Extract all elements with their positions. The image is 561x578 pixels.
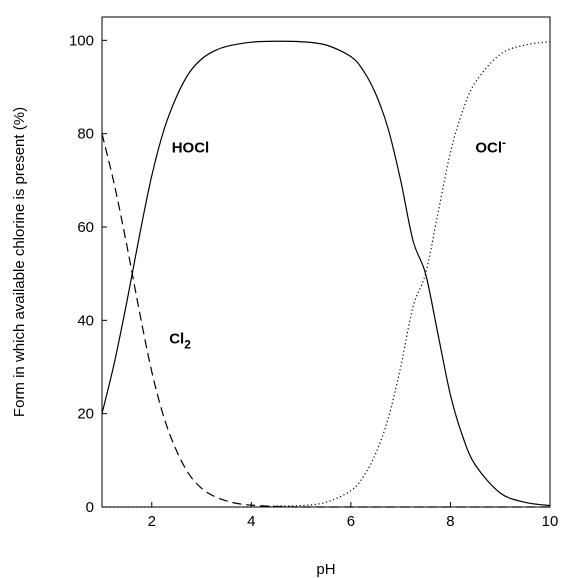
y-axis-title: Form in which available chlorine is pres… bbox=[11, 107, 28, 417]
y-tick-label: 100 bbox=[69, 32, 94, 49]
y-tick-label: 60 bbox=[77, 219, 94, 236]
x-tick-label: 8 bbox=[446, 513, 454, 530]
series-line-ocl bbox=[101, 41, 551, 508]
x-tick-label: 10 bbox=[542, 513, 559, 530]
y-tick-label: 20 bbox=[77, 406, 94, 423]
y-tick-label: 0 bbox=[86, 499, 94, 516]
annotation-layer: HOCl OCl- Cl2 bbox=[169, 135, 506, 351]
annotation-cl2: Cl2 bbox=[169, 331, 191, 352]
series-line-hocl bbox=[101, 40, 551, 507]
x-tick-label: 4 bbox=[247, 513, 255, 530]
series-layer bbox=[101, 40, 551, 508]
y-tick-label: 40 bbox=[77, 312, 94, 329]
x-axis-title: pH bbox=[316, 561, 335, 578]
plot-frame bbox=[101, 16, 551, 508]
x-tick-label: 2 bbox=[148, 513, 156, 530]
series-line-cl2 bbox=[101, 133, 551, 508]
y-tick-label: 80 bbox=[77, 126, 94, 143]
annotation-oclminus: OCl- bbox=[475, 135, 506, 156]
annotation-hocl: HOCl bbox=[172, 139, 210, 156]
x-tick-label: 6 bbox=[347, 513, 355, 530]
